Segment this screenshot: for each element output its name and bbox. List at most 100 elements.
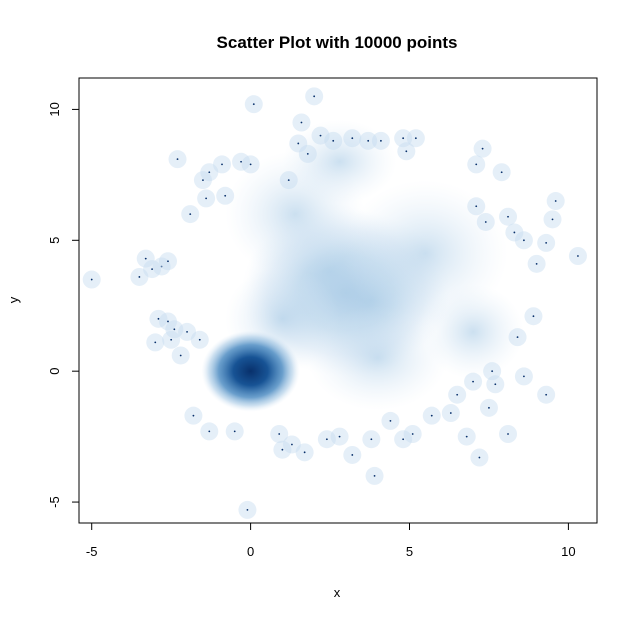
data-point bbox=[170, 338, 173, 341]
data-point bbox=[507, 215, 509, 218]
x-tick-label: 5 bbox=[406, 544, 413, 559]
data-point bbox=[481, 147, 484, 150]
data-point bbox=[246, 509, 249, 511]
data-point bbox=[465, 435, 468, 438]
data-point bbox=[332, 139, 335, 142]
data-point bbox=[208, 171, 211, 174]
data-point bbox=[151, 268, 153, 270]
data-point bbox=[297, 142, 300, 145]
data-point bbox=[456, 393, 459, 396]
x-tick-label: 10 bbox=[561, 544, 575, 559]
data-point bbox=[411, 433, 414, 435]
data-point bbox=[484, 221, 487, 223]
data-point bbox=[160, 265, 163, 268]
data-point bbox=[202, 179, 204, 181]
data-point bbox=[167, 260, 169, 263]
density-blob bbox=[422, 284, 524, 380]
data-point bbox=[532, 315, 535, 318]
data-point bbox=[157, 317, 160, 320]
density-layer bbox=[201, 119, 524, 412]
data-point bbox=[402, 438, 405, 441]
y-tick-label: -5 bbox=[47, 496, 62, 508]
data-point bbox=[303, 451, 306, 454]
points-layer bbox=[82, 87, 587, 519]
chart-title: Scatter Plot with 10000 points bbox=[217, 33, 458, 52]
data-point bbox=[189, 213, 192, 216]
data-point bbox=[488, 406, 490, 409]
data-point bbox=[523, 375, 525, 378]
data-point bbox=[176, 158, 179, 161]
data-point bbox=[545, 393, 548, 396]
data-point bbox=[224, 194, 227, 197]
data-point bbox=[500, 171, 503, 174]
data-point bbox=[367, 139, 370, 142]
data-point bbox=[507, 433, 509, 435]
data-point bbox=[249, 163, 252, 166]
data-point bbox=[198, 338, 201, 341]
y-tick-label: 5 bbox=[47, 237, 62, 244]
density-core bbox=[201, 330, 300, 412]
data-point bbox=[154, 341, 157, 344]
data-point bbox=[545, 242, 548, 244]
data-point bbox=[90, 278, 93, 281]
data-point bbox=[370, 438, 373, 441]
data-point bbox=[240, 160, 242, 163]
data-point bbox=[278, 433, 281, 435]
data-point bbox=[402, 137, 405, 140]
data-point bbox=[313, 95, 316, 98]
data-point bbox=[405, 150, 408, 153]
data-point bbox=[300, 121, 303, 124]
data-point bbox=[430, 414, 433, 417]
data-point bbox=[475, 163, 478, 166]
data-point bbox=[281, 448, 284, 451]
data-point bbox=[389, 420, 392, 422]
plot-frame bbox=[78, 77, 598, 524]
y-tick-label: 0 bbox=[47, 368, 62, 375]
density-blob bbox=[307, 305, 448, 411]
data-point bbox=[494, 383, 497, 386]
data-point bbox=[472, 380, 474, 383]
data-point bbox=[551, 218, 554, 221]
y-axis: -5 0 5 10 bbox=[47, 102, 79, 508]
data-point bbox=[351, 137, 354, 140]
data-point bbox=[173, 328, 176, 331]
data-point bbox=[491, 370, 494, 373]
data-point bbox=[221, 163, 223, 166]
x-axis: -5 0 5 10 bbox=[86, 523, 576, 559]
data-point bbox=[144, 257, 147, 260]
data-point bbox=[167, 320, 169, 323]
data-point bbox=[513, 231, 516, 234]
data-point bbox=[287, 179, 290, 181]
y-tick-label: 10 bbox=[47, 102, 62, 116]
data-point bbox=[205, 197, 208, 200]
data-point bbox=[351, 454, 354, 456]
data-point bbox=[325, 438, 328, 441]
data-point bbox=[516, 336, 519, 339]
data-point bbox=[478, 456, 481, 459]
data-point bbox=[306, 153, 309, 155]
x-tick-label: 0 bbox=[247, 544, 254, 559]
data-point bbox=[523, 239, 525, 242]
data-point bbox=[319, 134, 322, 137]
data-point bbox=[373, 474, 376, 477]
data-point bbox=[414, 137, 417, 140]
y-axis-label: y bbox=[6, 296, 21, 303]
data-point bbox=[380, 139, 382, 142]
data-point bbox=[192, 414, 195, 417]
data-point bbox=[252, 103, 255, 106]
data-point bbox=[475, 205, 478, 208]
data-point bbox=[338, 435, 341, 438]
data-point bbox=[535, 262, 538, 265]
data-point bbox=[179, 354, 182, 357]
data-point bbox=[186, 331, 188, 333]
x-axis-label: x bbox=[334, 585, 341, 600]
data-point bbox=[449, 412, 452, 414]
data-point bbox=[208, 430, 211, 433]
x-tick-label: -5 bbox=[86, 544, 98, 559]
data-point bbox=[138, 276, 141, 278]
data-point bbox=[291, 443, 293, 446]
data-point bbox=[577, 255, 579, 257]
data-point bbox=[233, 430, 236, 433]
data-point bbox=[554, 200, 557, 202]
